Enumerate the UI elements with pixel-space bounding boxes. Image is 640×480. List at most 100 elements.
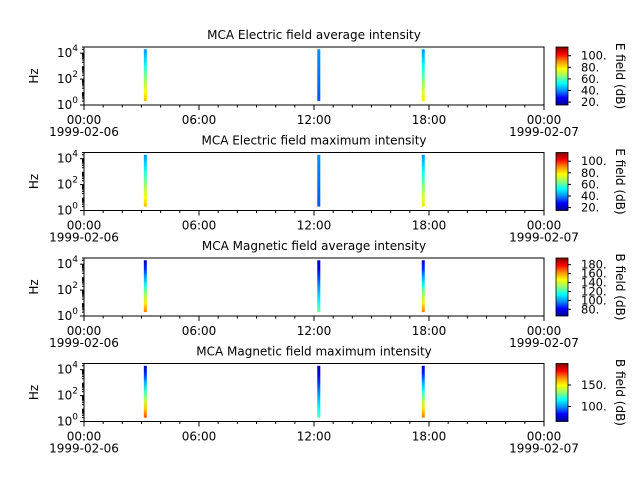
y-tick-label: 104 <box>57 361 78 377</box>
colorbar-label: B field (dB) <box>613 359 627 426</box>
spectral-pass-2 <box>317 260 321 313</box>
y-tick-base: 10 <box>57 204 72 218</box>
x-tick-label: 06:00 <box>182 219 217 233</box>
y-tick-exp: 2 <box>72 176 78 186</box>
panel-1: MCA Electric field average intensity1001… <box>27 28 627 139</box>
x-tick-label: 00:00 <box>527 113 562 127</box>
y-tick-label: 104 <box>57 255 78 271</box>
x-tick-label: 00:00 <box>67 430 102 444</box>
colorbar-tick-label: 160. <box>581 267 607 281</box>
colorbar-tick-label: 100. <box>581 293 607 307</box>
x-tick-label: 00:00 <box>527 324 562 338</box>
chart-title: MCA Magnetic field average intensity <box>202 239 426 253</box>
y-tick-exp: 0 <box>72 202 78 212</box>
colorbar-label: E field (dB) <box>613 148 627 214</box>
colorbar-tick-label: 60. <box>581 72 599 86</box>
spectral-pass-3 <box>421 260 425 313</box>
x-tick-label: 06:00 <box>182 324 217 338</box>
panel-3: MCA Magnetic field average intensity1001… <box>27 239 627 350</box>
colorbar-tick-label: 20. <box>581 95 599 109</box>
chart-title: MCA Electric field average intensity <box>207 28 421 42</box>
colorbar-tick-label: 40. <box>581 189 599 203</box>
y-tick-label: 102 <box>57 281 78 297</box>
y-tick-label: 100 <box>57 413 78 429</box>
y-tick-exp: 2 <box>72 281 78 291</box>
y-axis-label: Hz <box>27 68 41 83</box>
x-date-label: 1999-02-07 <box>509 125 579 139</box>
y-tick-base: 10 <box>57 46 72 60</box>
spectral-pass-3 <box>421 154 425 207</box>
x-date-label: 1999-02-06 <box>49 442 119 456</box>
spectral-pass-1 <box>143 365 147 418</box>
y-tick-exp: 4 <box>72 150 78 160</box>
y-tick-label: 100 <box>57 96 78 112</box>
colorbar-tick-label: 20. <box>581 201 599 215</box>
x-date-label: 1999-02-07 <box>509 336 579 350</box>
colorbar <box>555 257 569 317</box>
plot-frame <box>83 152 545 211</box>
y-tick-base: 10 <box>57 257 72 271</box>
y-tick-exp: 2 <box>72 70 78 80</box>
y-tick-base: 10 <box>57 178 72 192</box>
x-tick-label: 18:00 <box>412 113 447 127</box>
spectral-pass-2 <box>317 154 321 207</box>
x-tick-label: 06:00 <box>182 113 217 127</box>
colorbar-tick-label: 80. <box>581 302 599 316</box>
chart-title: MCA Magnetic field maximum intensity <box>196 345 432 359</box>
x-tick-label: 00:00 <box>527 219 562 233</box>
y-tick-exp: 4 <box>72 361 78 371</box>
y-axis-label: Hz <box>27 279 41 294</box>
y-axis-label: Hz <box>27 385 41 400</box>
y-tick-exp: 4 <box>72 44 78 54</box>
chart-title: MCA Electric field maximum intensity <box>201 134 426 148</box>
y-axis-label: Hz <box>27 174 41 189</box>
x-tick-label: 00:00 <box>67 219 102 233</box>
y-tick-base: 10 <box>57 72 72 86</box>
x-tick-label: 12:00 <box>297 430 332 444</box>
x-tick-label: 12:00 <box>297 324 332 338</box>
colorbar-label: E field (dB) <box>613 43 627 109</box>
x-tick-label: 00:00 <box>67 324 102 338</box>
y-tick-base: 10 <box>57 415 72 429</box>
colorbar-tick-label: 150. <box>581 378 607 392</box>
colorbar <box>555 46 569 106</box>
panel-2: MCA Electric field maximum intensity1001… <box>27 134 627 245</box>
x-tick-label: 18:00 <box>412 219 447 233</box>
spectral-pass-1 <box>143 154 147 207</box>
spectral-pass-1 <box>143 260 147 313</box>
x-tick-label: 12:00 <box>297 219 332 233</box>
colorbar-tick-label: 100. <box>581 154 607 168</box>
colorbar-tick-label: 80. <box>581 166 599 180</box>
spectral-pass-3 <box>421 49 425 102</box>
y-tick-exp: 2 <box>72 387 78 397</box>
x-date-label: 1999-02-06 <box>49 125 119 139</box>
y-tick-base: 10 <box>57 389 72 403</box>
y-tick-base: 10 <box>57 309 72 323</box>
y-tick-label: 104 <box>57 150 78 166</box>
spectral-pass-3 <box>421 365 425 418</box>
panel-4: MCA Magnetic field maximum intensity1001… <box>27 345 627 456</box>
plot-frame <box>83 257 545 317</box>
spectral-pass-1 <box>143 49 147 102</box>
colorbar-tick-label: 100. <box>581 399 607 413</box>
colorbar <box>555 363 569 422</box>
y-tick-label: 102 <box>57 70 78 86</box>
x-date-label: 1999-02-07 <box>509 442 579 456</box>
colorbar-tick-label: 40. <box>581 84 599 98</box>
colorbar-tick-label: 180. <box>581 258 607 272</box>
colorbar-label: B field (dB) <box>613 254 627 321</box>
colorbar-tick-label: 60. <box>581 177 599 191</box>
spectral-pass-2 <box>317 49 321 102</box>
y-tick-base: 10 <box>57 152 72 166</box>
x-tick-label: 06:00 <box>182 430 217 444</box>
y-tick-exp: 0 <box>72 96 78 106</box>
y-tick-exp: 0 <box>72 413 78 423</box>
colorbar-tick-label: 100. <box>581 49 607 63</box>
x-tick-label: 00:00 <box>67 113 102 127</box>
y-tick-label: 100 <box>57 307 78 323</box>
x-date-label: 1999-02-06 <box>49 231 119 245</box>
y-tick-label: 100 <box>57 202 78 218</box>
spectral-pass-2 <box>317 365 321 418</box>
colorbar <box>555 152 569 211</box>
colorbar-tick-label: 140. <box>581 276 607 290</box>
